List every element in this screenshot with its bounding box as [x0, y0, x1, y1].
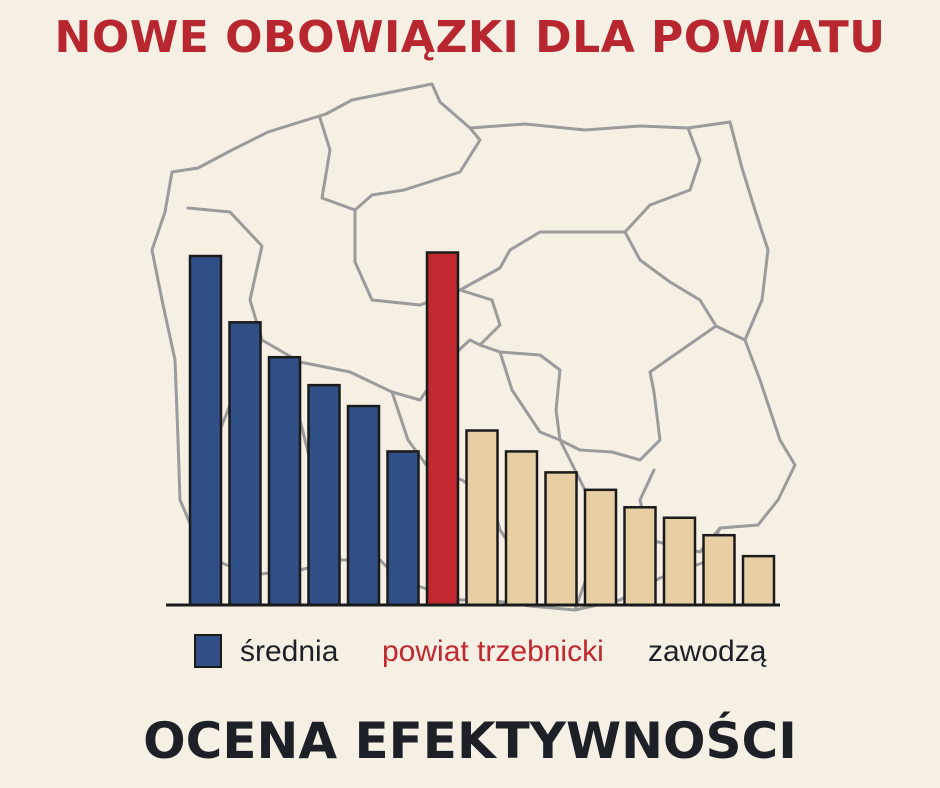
bar-srednia-1: [188, 254, 223, 607]
legend: średnia powiat trzebnicki zawodzą: [194, 634, 767, 668]
bar-srednia-2: [228, 321, 262, 607]
legend-swatch-srednia: [194, 634, 222, 668]
legend-label-srednia: średnia: [240, 635, 339, 668]
bar-zawodza-7: [702, 533, 736, 607]
bar-srednia-3: [267, 355, 302, 607]
bar-srednia-4: [307, 383, 341, 607]
bar-powiat-trzebnicki-1: [425, 251, 460, 607]
chart-subtitle: OCENA EFEKTYWNOŚCI: [143, 712, 797, 770]
chart-title: NOWE OBOWIĄZKI DLA POWIATU: [54, 12, 886, 63]
bar-zawodza-6: [662, 516, 697, 607]
bar-zawodza-4: [583, 488, 618, 607]
bar-zawodza-8: [741, 554, 776, 607]
legend-label-powiat-trzebnicki: powiat trzebnicki: [382, 635, 604, 668]
bar-zawodza-1: [465, 429, 499, 607]
legend-label-zawodza: zawodzą: [648, 635, 767, 668]
bar-zawodza-5: [623, 506, 657, 607]
bars: [188, 251, 776, 607]
bar-srednia-5: [346, 404, 381, 607]
bar-zawodza-2: [504, 450, 539, 607]
bar-zawodza-3: [544, 471, 578, 607]
bar-srednia-6: [386, 450, 420, 607]
